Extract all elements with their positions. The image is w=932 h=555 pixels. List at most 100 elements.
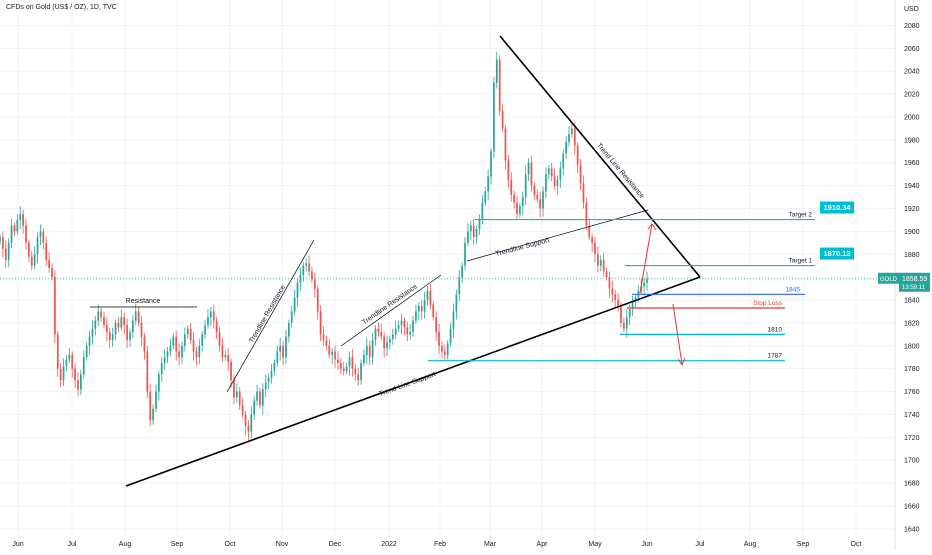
candle-body bbox=[579, 165, 582, 184]
candle-body bbox=[455, 294, 458, 312]
candle-body bbox=[201, 334, 204, 346]
candle-body bbox=[524, 174, 527, 198]
candle-body bbox=[625, 317, 628, 329]
candle-body bbox=[48, 259, 50, 268]
candle-body bbox=[68, 354, 71, 360]
candle-body bbox=[386, 342, 388, 349]
candle-body bbox=[287, 322, 290, 337]
time-axis: Jun Jul Aug Sep Oct Nov Dec 2022 Feb Mar Apr May Jun… bbox=[12, 541, 861, 548]
candle-body bbox=[25, 225, 27, 243]
candle-body bbox=[279, 345, 282, 352]
candle-body bbox=[250, 414, 253, 432]
candle-body bbox=[74, 368, 76, 381]
candle-body bbox=[441, 345, 443, 352]
candle-body bbox=[267, 377, 270, 383]
candle-body bbox=[576, 145, 579, 166]
candle-body bbox=[605, 271, 608, 278]
candle-body bbox=[103, 317, 105, 326]
candle-body bbox=[406, 327, 409, 335]
candle-body bbox=[568, 134, 570, 143]
x-tick-label: May bbox=[588, 541, 602, 548]
candle-body bbox=[244, 414, 247, 426]
candle-body bbox=[238, 391, 241, 406]
candle-body bbox=[235, 391, 238, 398]
candle-body bbox=[241, 405, 244, 415]
candle-body bbox=[363, 354, 365, 363]
annotation-trend-line-resistance: Trend Line Resistance bbox=[595, 142, 645, 200]
y-tick-label: 1960 bbox=[904, 160, 920, 167]
candle-body bbox=[247, 425, 250, 432]
candle-body bbox=[481, 202, 484, 220]
candle-body bbox=[614, 294, 617, 301]
candle-body bbox=[204, 325, 206, 335]
candle-body bbox=[129, 332, 131, 341]
y-tick-label: 2040 bbox=[904, 69, 920, 76]
y-tick-label: 1760 bbox=[904, 389, 920, 396]
candle-body bbox=[412, 320, 414, 333]
candle-body bbox=[539, 199, 541, 209]
candle-body bbox=[464, 242, 466, 266]
candle-body bbox=[342, 368, 345, 371]
candle-body bbox=[325, 340, 328, 346]
candle-body bbox=[631, 302, 634, 310]
candle-body bbox=[545, 174, 547, 192]
candle-body bbox=[533, 185, 536, 195]
candle-body bbox=[594, 242, 596, 255]
candle-body bbox=[94, 320, 97, 329]
level-label-1: Target 1 bbox=[789, 258, 813, 265]
x-tick-label: Feb bbox=[434, 541, 446, 548]
candle-body bbox=[308, 263, 310, 272]
y-tick-label: 1700 bbox=[904, 458, 920, 465]
candle-body bbox=[293, 297, 296, 312]
candle-body bbox=[484, 191, 487, 203]
level-label-4: 1810 bbox=[768, 326, 783, 333]
level-label-5: 1787 bbox=[768, 353, 783, 360]
candle-body bbox=[195, 351, 198, 358]
candle-body bbox=[143, 336, 146, 352]
candle-body bbox=[374, 328, 377, 341]
candle-body bbox=[264, 382, 267, 390]
candle-body bbox=[77, 380, 79, 390]
candle-body bbox=[218, 332, 221, 346]
candle-body bbox=[562, 153, 565, 169]
annotation-trend-line-support: Trend Line Support bbox=[378, 371, 437, 398]
candle-body bbox=[475, 229, 478, 238]
x-tick-label: Aug bbox=[744, 541, 757, 548]
y-tick-label: 2000 bbox=[904, 114, 920, 121]
y-tick-label: 2060 bbox=[904, 46, 920, 53]
candle-body bbox=[39, 231, 42, 238]
candle-body bbox=[573, 128, 576, 146]
candle-body bbox=[646, 278, 648, 283]
candle-body bbox=[443, 351, 446, 355]
candle-body bbox=[108, 332, 111, 341]
level-label-2: 1845 bbox=[786, 286, 801, 293]
candle-body bbox=[209, 311, 212, 318]
candle-body bbox=[16, 219, 19, 232]
candle-body bbox=[461, 265, 464, 278]
x-tick-label: Jul bbox=[68, 541, 77, 548]
candle-body bbox=[59, 368, 62, 381]
currency-label: USD bbox=[904, 6, 919, 13]
candle-body bbox=[550, 168, 553, 177]
candle-body bbox=[542, 191, 544, 209]
candle-body bbox=[296, 282, 299, 298]
candle-body bbox=[54, 277, 56, 335]
candle-body bbox=[438, 332, 440, 346]
candle-body bbox=[221, 345, 224, 358]
candle-body bbox=[571, 128, 573, 135]
candle-body bbox=[420, 305, 423, 312]
y-tick-label: 2080 bbox=[904, 23, 920, 30]
candle-body bbox=[322, 334, 325, 341]
candle-body bbox=[157, 374, 160, 392]
candle-body bbox=[351, 357, 354, 369]
candle-body bbox=[166, 351, 169, 358]
candle-body bbox=[504, 128, 507, 161]
candle-body bbox=[111, 334, 114, 341]
candle-body bbox=[585, 202, 588, 226]
trend-line-support bbox=[125, 276, 701, 487]
level-badge-0 bbox=[820, 201, 854, 214]
candle-body bbox=[510, 179, 513, 195]
y-tick-label: 1780 bbox=[904, 366, 920, 373]
